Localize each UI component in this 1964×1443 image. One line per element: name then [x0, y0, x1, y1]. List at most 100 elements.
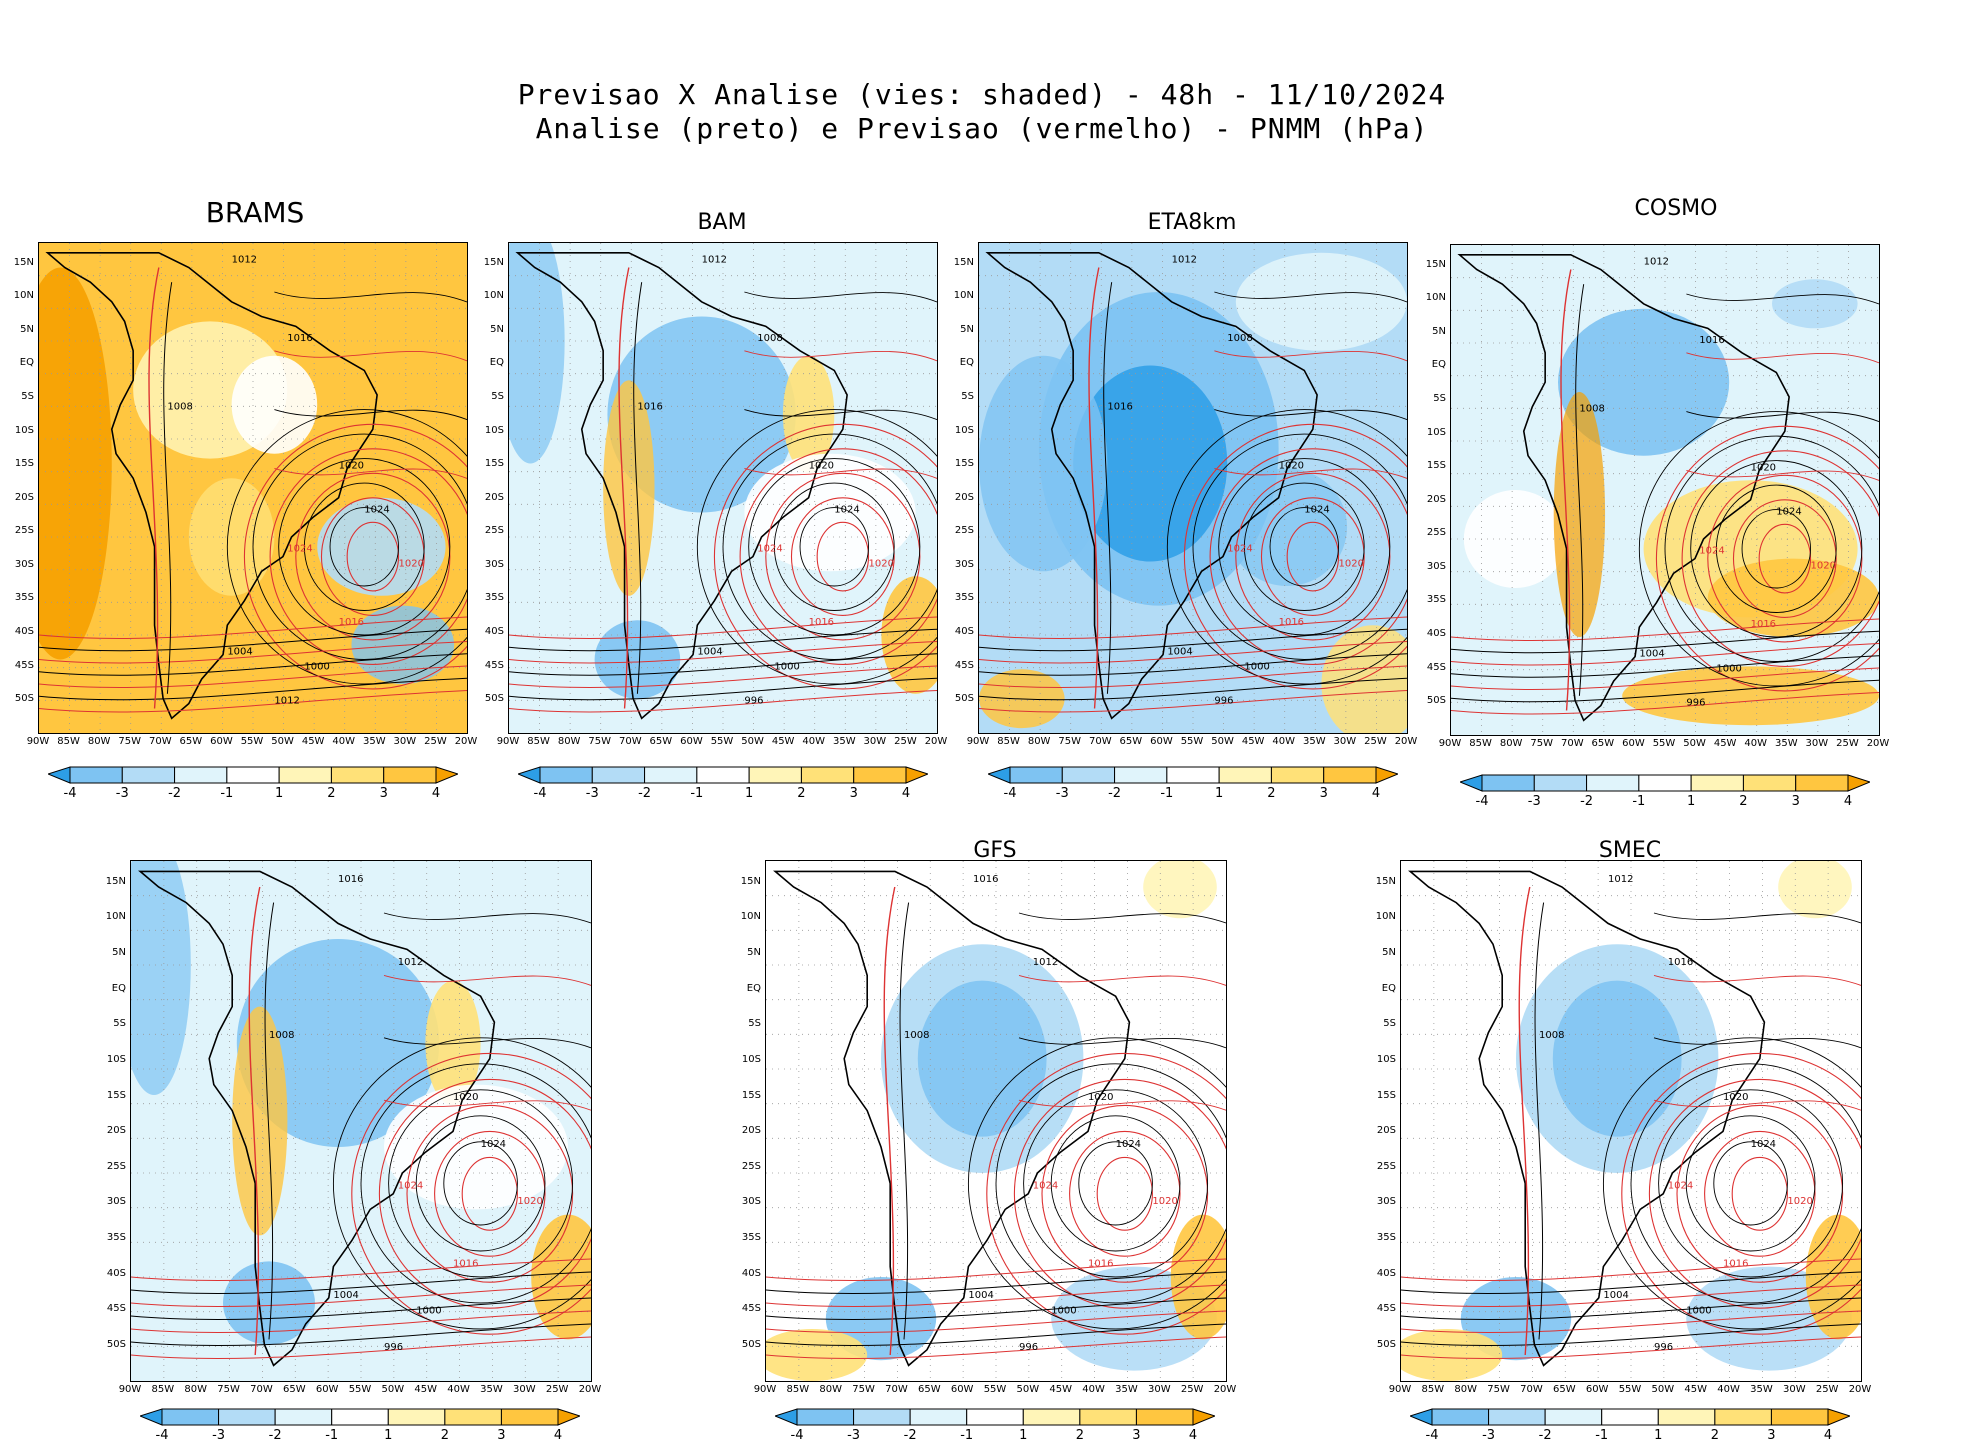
colorbar-segment [1079, 1408, 1137, 1426]
y-tick-label: 30S [14, 558, 34, 570]
isobar-label: 1020 [1339, 558, 1364, 569]
isobar-label: 1024 [1116, 1139, 1141, 1150]
map-svg: 1012 1008 1016 1020 1024 1004 1000 996 1016 1020 1… [509, 243, 937, 733]
y-tick-label: 15N [1375, 875, 1396, 887]
isobar-label: 1020 [453, 1092, 478, 1103]
colorbar-svg [138, 1408, 582, 1426]
x-tick-label: 70W [148, 736, 172, 747]
colorbar-max-arrow [1192, 1408, 1217, 1426]
colorbar-min-arrow [516, 766, 541, 784]
x-tick-label: 65W [1552, 1384, 1576, 1395]
y-tick-label: 35S [741, 1231, 761, 1243]
isobar-label: 996 [744, 696, 763, 707]
y-tick-label: 5S [113, 1018, 126, 1030]
y-tick-label: 10S [954, 424, 974, 436]
map-svg: 1016 1012 1008 1020 1024 1004 1000 996 1016 1020 1… [131, 861, 591, 1381]
x-tick-label: 80W [557, 736, 581, 747]
x-tick-label: 40W [1717, 1384, 1740, 1395]
isobar-label: 1016 [1088, 1259, 1113, 1270]
colorbar-svg [1458, 774, 1872, 792]
y-tick-label: 20S [106, 1125, 126, 1137]
isobar-label: 1016 [1668, 957, 1693, 968]
isobar-label: 1012 [1644, 257, 1669, 268]
y-tick-label: 40S [954, 625, 974, 637]
colorbar: -4 -3 -2 -1 1 2 3 4 [516, 766, 930, 801]
y-tick-label: 10N [483, 290, 504, 302]
x-tick-label: 40W [802, 736, 826, 747]
colorbar-label: 1 [745, 786, 754, 801]
y-tick-label: 35S [14, 592, 34, 604]
colorbar-segment [909, 1408, 968, 1426]
colorbar-segment [226, 766, 280, 784]
x-tick-label: 65W [649, 736, 673, 747]
x-tick-label: 65W [282, 1384, 306, 1395]
x-tick-label: 55W [1618, 1384, 1642, 1395]
colorbar-segment [1218, 766, 1272, 784]
y-tick-label: 35S [106, 1231, 126, 1243]
isobar-label: 1024 [1304, 505, 1329, 516]
x-tick-label: 80W [1454, 1384, 1478, 1395]
y-tick-label: 15N [105, 875, 126, 887]
colorbar-segment [161, 1408, 220, 1426]
y-tick-label: EQ [1381, 982, 1396, 994]
colorbar-segment [278, 766, 332, 784]
y-tick-label: 20S [1426, 493, 1446, 505]
colorbar-label: -4 [533, 786, 547, 801]
y-tick-label: 15S [954, 458, 974, 470]
x-tick-label: 50W [1651, 1384, 1675, 1395]
bias-shading [766, 861, 1226, 1381]
isobar-label: 1016 [1723, 1259, 1748, 1270]
y-tick-label: 45S [1426, 661, 1446, 673]
colorbar-segment [1657, 1408, 1716, 1426]
x-tick-label: 85W [57, 736, 80, 747]
colorbar-label: -1 [690, 786, 704, 801]
isobar-label: 1016 [453, 1259, 478, 1270]
colorbar-segment [1061, 766, 1116, 784]
x-tick-label: 60W [680, 736, 703, 747]
x-tick-label: 20W [578, 1384, 602, 1395]
isobar-label: 1020 [399, 558, 424, 569]
x-tick-label: 40W [447, 1384, 470, 1395]
colorbar-svg [773, 1408, 1217, 1426]
y-tick-label: 20S [954, 491, 974, 503]
colorbar-label: 1 [275, 786, 284, 801]
x-tick-label: 60W [210, 736, 233, 747]
y-tick-label: 35S [1426, 594, 1446, 606]
y-tick-label: 15N [740, 875, 761, 887]
isobars [766, 886, 1226, 1359]
y-tick-label: 35S [954, 592, 974, 604]
isobar-label: 1020 [1088, 1092, 1113, 1103]
y-tick-label: 5S [21, 391, 34, 403]
colorbar-segment [1009, 766, 1063, 784]
isobar-label: 1012 [702, 255, 727, 266]
colorbar-segment [1114, 766, 1168, 784]
y-tick-label: 45S [954, 659, 974, 671]
y-tick-label: 25S [954, 525, 974, 537]
y-tick-label: 5N [20, 323, 34, 335]
map-plot: 1016 1012 1008 1020 1024 1004 1000 996 1016 1020 1… [130, 860, 592, 1382]
colorbar-segment [69, 766, 123, 784]
colorbar-segment [1022, 1408, 1081, 1426]
colorbar-segment [1770, 1408, 1829, 1426]
colorbar-label: -1 [1632, 794, 1646, 809]
y-tick-label: 50S [484, 693, 504, 705]
y-tick-label: 5N [112, 947, 126, 959]
x-tick-label: 30W [1805, 738, 1829, 749]
x-tick-label: 65W [1591, 738, 1615, 749]
colorbar-segment [696, 766, 750, 784]
x-tick-label: 55W [983, 1384, 1007, 1395]
y-tick-label: 10N [13, 290, 34, 302]
y-tick-label: 5N [490, 323, 504, 335]
y-tick-label: 30S [741, 1196, 761, 1208]
y-tick-label: 10N [1425, 292, 1446, 304]
y-tick-label: 25S [484, 525, 504, 537]
x-tick-label: 20W [1394, 736, 1418, 747]
colorbar-min-arrow [986, 766, 1011, 784]
isobars [131, 886, 591, 1359]
x-tick-label: 30W [863, 736, 887, 747]
y-tick-label: 5S [1383, 1018, 1396, 1030]
y-tick-label: 25S [1426, 527, 1446, 539]
x-tick-label: 90W [1388, 1384, 1412, 1395]
y-tick-label: 10N [105, 911, 126, 923]
colorbar-label: 2 [797, 786, 806, 801]
